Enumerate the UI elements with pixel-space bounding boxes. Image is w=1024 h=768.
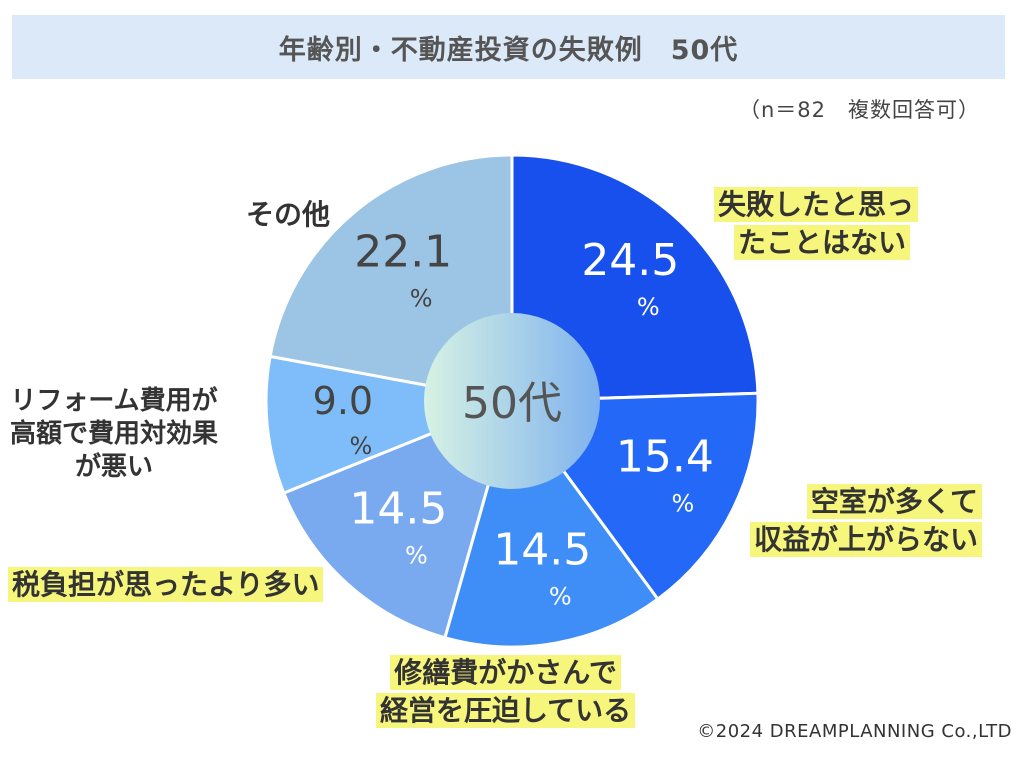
slice-unit-4: % [349,432,372,460]
slice-value-0: 24.5 [581,235,679,286]
slice-value-1: 15.4 [616,431,714,482]
center-circle [424,313,600,489]
slice-value-4: 9.0 [313,379,373,423]
label-repair-cost: 修繕費がかさんで 経営を圧迫している [376,654,636,730]
center-label: 50代 [462,378,562,429]
slice-unit-1: % [671,489,694,517]
label-other: その他 [246,198,331,231]
sample-note: （n＝82 複数回答可） [738,98,980,122]
label-no-failure: 失敗したと思っ たことはない [714,186,919,262]
copyright: ©2024 DREAMPLANNING Co.,LTD [697,721,1012,742]
slice-value-3: 14.5 [349,484,447,535]
slice-value-2: 14.5 [493,524,591,575]
slice-unit-2: % [549,582,572,610]
slice-value-5: 22.1 [354,226,452,277]
chart-title: 年齢別・不動産投資の失敗例 50代 [12,15,1005,79]
slice-unit-3: % [405,542,428,570]
label-reform-cost: リフォーム費用が 高額で費用対効果 が悪い [10,386,219,482]
slice-unit-5: % [410,284,433,312]
label-vacancy: 空室が多くて 収益が上がらない [750,483,983,559]
label-tax-burden: 税負担が思ったより多い [8,566,324,604]
slice-unit-0: % [637,293,660,321]
